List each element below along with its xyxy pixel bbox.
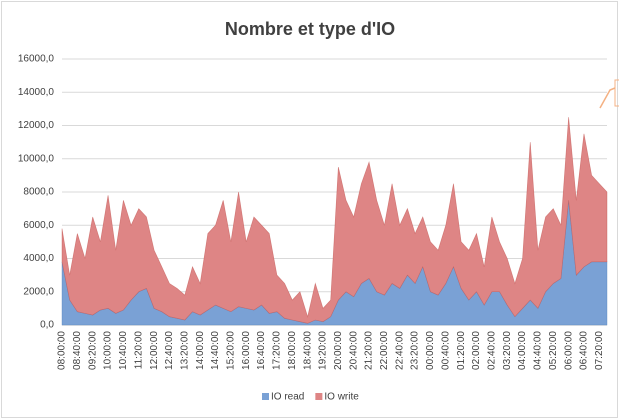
x-tick-label: 16:00:00 bbox=[241, 331, 252, 370]
x-tick-label: 13:20:00 bbox=[179, 331, 190, 370]
x-tick-label: 18:00:00 bbox=[287, 331, 298, 370]
y-tick-label: 10000,0 bbox=[18, 153, 55, 164]
x-tick-label: 10:00:00 bbox=[103, 331, 114, 370]
x-tick-label: 12:40:00 bbox=[164, 331, 175, 370]
y-tick-label: 12000,0 bbox=[18, 120, 55, 131]
x-tick-label: 00:40:00 bbox=[440, 331, 451, 370]
x-tick-label: 12:00:00 bbox=[149, 331, 160, 370]
x-tick-label: 06:40:00 bbox=[579, 331, 590, 370]
plot-area bbox=[61, 117, 608, 326]
legend-label: IO write bbox=[324, 392, 359, 403]
x-tick-label: 07:20:00 bbox=[594, 331, 605, 370]
legend: IO read IO write bbox=[262, 392, 359, 403]
x-tick-label: 04:00:00 bbox=[517, 331, 528, 370]
legend-label: IO read bbox=[271, 392, 304, 403]
x-tick-label: 02:00:00 bbox=[471, 331, 482, 370]
y-tick-label: 16000,0 bbox=[18, 54, 55, 65]
x-tick-label: 01:20:00 bbox=[456, 331, 467, 370]
y-tick-label: 8000,0 bbox=[23, 187, 54, 198]
legend-swatch bbox=[315, 393, 323, 400]
axis-labels: 0,0 2000,0 4000,0 6000,0 8000,0 10000,0 12000,… bbox=[18, 54, 605, 370]
x-tick-label: 10:40:00 bbox=[118, 331, 129, 370]
x-tick-label: 19:20:00 bbox=[318, 331, 329, 370]
x-tick-label: 02:40:00 bbox=[486, 331, 497, 370]
y-tick-label: 14000,0 bbox=[18, 87, 55, 98]
x-tick-label: 11:20:00 bbox=[133, 331, 144, 370]
x-tick-label: 21:20:00 bbox=[364, 331, 375, 370]
chart-title: Nombre et type d'IO bbox=[225, 19, 395, 39]
callout-line bbox=[599, 87, 616, 109]
x-tick-label: 03:20:00 bbox=[502, 331, 513, 370]
x-tick-label: 05:20:00 bbox=[548, 331, 559, 370]
x-tick-label: 06:00:00 bbox=[563, 331, 574, 370]
x-tick-label: 23:20:00 bbox=[410, 331, 421, 370]
x-tick-label: 20:00:00 bbox=[333, 331, 344, 370]
x-tick-label: 18:40:00 bbox=[302, 331, 313, 370]
area bbox=[61, 117, 608, 324]
x-tick-label: 00:00:00 bbox=[425, 331, 436, 370]
x-tick-label: 20:40:00 bbox=[348, 331, 359, 370]
x-tick-label: 22:00:00 bbox=[379, 331, 390, 370]
y-tick-label: 2000,0 bbox=[23, 286, 54, 297]
x-tick-label: 08:00:00 bbox=[57, 331, 68, 370]
x-tick-label: 04:40:00 bbox=[533, 331, 544, 370]
x-tick-label: 09:20:00 bbox=[87, 331, 98, 370]
callout-box bbox=[614, 79, 619, 107]
y-tick-label: 0,0 bbox=[40, 320, 54, 331]
y-tick-label: 4000,0 bbox=[23, 253, 54, 264]
y-tick-label: 6000,0 bbox=[23, 220, 54, 231]
legend-swatch bbox=[262, 393, 269, 400]
x-tick-label: 08:40:00 bbox=[72, 331, 83, 370]
x-tick-label: 22:40:00 bbox=[394, 331, 405, 370]
x-tick-label: 16:40:00 bbox=[256, 331, 267, 370]
x-tick-label: 15:20:00 bbox=[226, 331, 237, 370]
x-tick-label: 14:40:00 bbox=[210, 331, 221, 370]
x-tick-label: 17:20:00 bbox=[272, 331, 283, 370]
x-tick-label: 14:00:00 bbox=[195, 331, 206, 370]
